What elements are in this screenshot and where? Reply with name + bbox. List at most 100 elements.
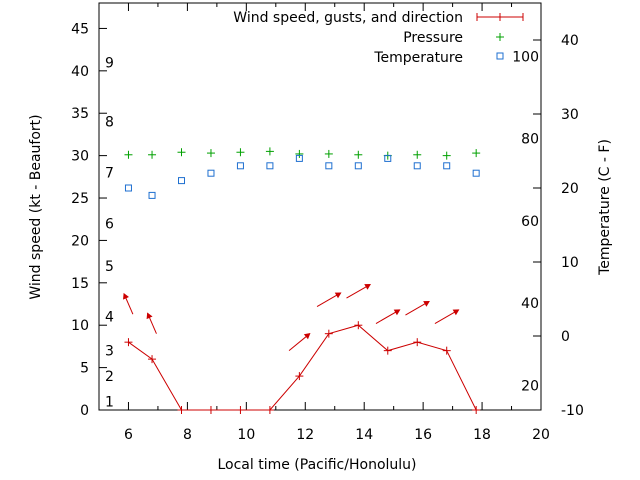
temperature-point [325,162,333,170]
wind-direction-arrow [346,283,371,299]
pressure-point [295,149,304,158]
fahrenheit-labels: 20 40 60 80 100 [512,49,539,394]
wind-point [124,338,133,347]
temperature-point [295,154,303,162]
wind-point [472,406,481,414]
y2-tick-label: -10 [561,403,584,419]
wind-point [236,406,245,414]
pressure-point [472,149,481,158]
temperature-point [384,154,392,162]
wind-point [265,406,274,414]
x-tick-label: 12 [296,427,314,443]
x-tick-label: 18 [473,427,491,443]
wind-point [177,406,186,414]
pressure-point [442,151,451,160]
arrow-head [334,292,342,299]
wind-direction-arrow [316,292,342,307]
wind-point [413,338,422,347]
wind-series [124,321,481,414]
y-tick-label: 45 [71,21,89,37]
legend-pressure-sample [496,33,504,41]
y2-axis-label: Temperature (C - F) [597,139,613,276]
arrow-head [123,292,129,300]
wind-direction-arrow [405,300,430,316]
wind-point [442,346,451,355]
temperature-point [148,191,156,199]
y2-tick-label: 20 [561,181,579,197]
beaufort-label: 4 [105,310,114,326]
beaufort-label: 5 [105,259,114,275]
temperature-point [266,162,274,170]
arrow-head [364,283,371,290]
x-tick-label: 8 [183,427,192,443]
beaufort-label: 3 [105,344,114,360]
legend-pressure-label: Pressure [403,30,463,46]
temperature-point [207,169,215,177]
legend-temperature-label: Temperature [373,50,463,66]
arrow-head [423,300,430,307]
wind-direction-arrow [123,292,134,315]
y-tick-label: 15 [71,276,89,292]
beaufort-label: 7 [105,166,114,182]
fahrenheit-label: 100 [512,49,539,65]
arrow-head [303,333,311,340]
pressure-point [324,149,333,158]
temperature-point [236,162,244,170]
y-tick-label: 40 [71,64,89,80]
wind-point [324,329,333,338]
fahrenheit-label: 40 [521,296,539,312]
temperature-point [443,162,451,170]
x-tick-label: 20 [532,427,550,443]
legend-wind-sample [476,13,524,21]
wind-point [354,321,363,330]
x-axis-label: Local time (Pacific/Honolulu) [217,457,416,473]
pressure-point [354,150,363,159]
temperature-point [178,177,186,185]
beaufort-label: 2 [105,369,114,385]
pressure-point [236,148,245,157]
wind-point [148,355,157,364]
pressure-point [148,150,157,159]
y2-tick-label: 0 [561,329,570,345]
x-tick-labels: 6 8 10 12 14 16 18 20 [124,427,550,443]
y-tick-label: 35 [71,106,89,122]
beaufort-labels: 1 2 3 4 5 6 7 8 9 [105,55,114,410]
arrow-head [452,309,460,316]
wind-point [206,406,215,414]
plot-frame [98,2,542,411]
pressure-point [206,149,215,158]
beaufort-label: 6 [105,216,114,232]
y2-tick-label: 40 [561,33,579,49]
y-tick-label: 0 [80,403,89,419]
temperature-point [354,162,362,170]
fahrenheit-label: 20 [521,378,539,394]
y2-tick-labels: -10 0 10 20 30 40 [561,33,584,419]
wind-direction-arrows [123,283,460,352]
fahrenheit-label: 80 [521,132,539,148]
y-tick-label: 25 [71,191,89,207]
wind-line [128,324,477,411]
wind-direction-arrow [375,309,401,324]
x-tick-label: 6 [124,427,133,443]
legend: Wind speed, gusts, and direction Pressur… [233,10,524,66]
pressure-point [124,150,133,159]
wind-direction-arrow [146,312,157,334]
temperature-point [472,169,480,177]
beaufort-label: 8 [105,115,114,131]
axis-ticks [98,3,542,411]
pressure-point [413,150,422,159]
y-tick-labels: 0 5 10 15 20 25 30 35 40 45 [71,21,89,419]
temperature-point [413,162,421,170]
wind-direction-arrow [434,309,460,324]
y-axis-label: Wind speed (kt - Beaufort) [28,114,44,299]
y-tick-label: 5 [80,361,89,377]
legend-wind-label: Wind speed, gusts, and direction [233,10,463,26]
beaufort-label: 1 [105,395,114,411]
x-tick-label: 16 [414,427,432,443]
fahrenheit-label: 60 [521,214,539,230]
beaufort-label: 9 [105,55,114,71]
y2-tick-label: 10 [561,255,579,271]
wind-direction-arrow [288,333,311,352]
y-tick-label: 30 [71,149,89,165]
